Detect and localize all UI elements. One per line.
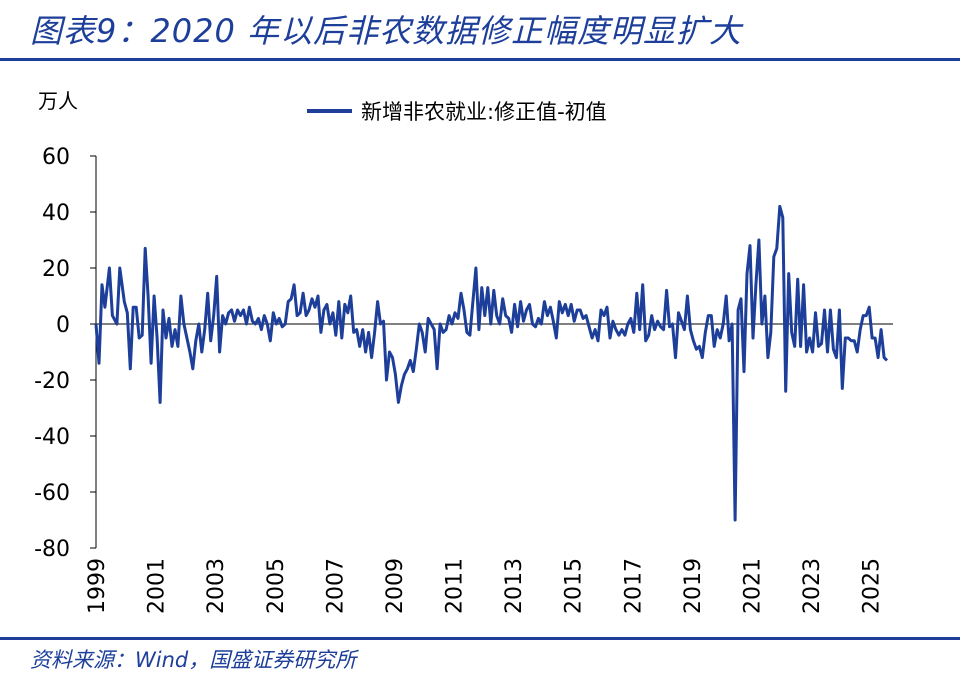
x-tick-label: 1999 (85, 558, 110, 614)
x-tick-label: 2019 (681, 558, 706, 614)
x-tick-label: 2017 (621, 558, 646, 614)
y-tick-label: 60 (42, 145, 70, 170)
x-tick-label: 2025 (860, 558, 885, 614)
x-tick-label: 2001 (145, 558, 170, 614)
line-chart: 60 40 20 0 -20 -40 -60 -80 1999 2001 2003 2005 2007… (34, 89, 893, 614)
x-tick-label: 2015 (562, 558, 587, 614)
x-tick-label: 2023 (800, 558, 825, 614)
x-axis: 1999 2001 2003 2005 2007 2009 2011 2013 2015 2017… (85, 558, 885, 614)
title-divider (0, 58, 960, 61)
x-tick-label: 2003 (204, 558, 229, 614)
y-tick-label: 0 (56, 313, 70, 338)
y-tick-label: -80 (34, 537, 70, 562)
legend: 新增非农就业:修正值-初值 (307, 100, 607, 124)
x-tick-label: 2007 (323, 558, 348, 614)
legend-label: 新增非农就业:修正值-初值 (361, 100, 607, 124)
y-tick-label: 40 (42, 201, 70, 226)
y-tick-label: -60 (34, 481, 70, 506)
y-tick-label: -20 (34, 369, 70, 394)
chart-title: 图表9：2020 年以后非农数据修正幅度明显扩大 (30, 12, 742, 50)
source-note: 资料来源：Wind，国盛证券研究所 (30, 648, 357, 672)
x-tick-label: 2009 (383, 558, 408, 614)
x-tick-label: 2013 (502, 558, 527, 614)
x-tick-label: 2011 (443, 558, 468, 614)
y-axis: 60 40 20 0 -20 -40 -60 -80 (34, 145, 96, 562)
y-tick-label: -40 (34, 425, 70, 450)
series-line (94, 204, 889, 522)
y-unit-label: 万人 (38, 89, 78, 113)
footer-divider (0, 637, 960, 640)
x-tick-label: 2005 (264, 558, 289, 614)
x-tick-label: 2021 (740, 558, 765, 614)
y-tick-label: 20 (42, 257, 70, 282)
